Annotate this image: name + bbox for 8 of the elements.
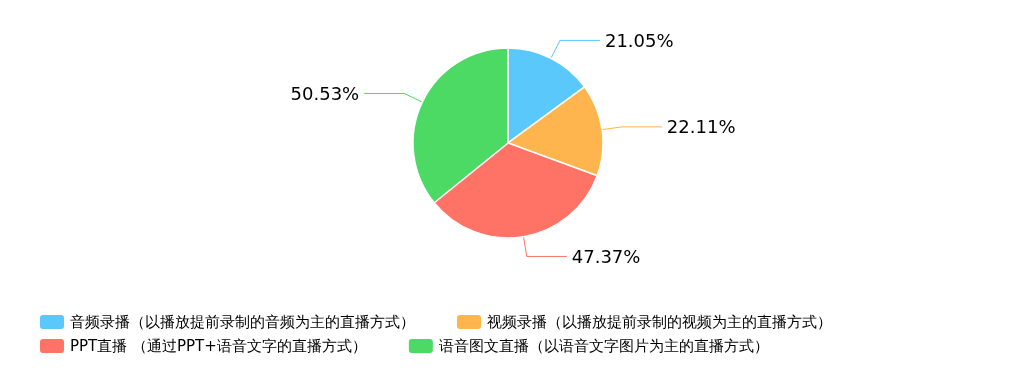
legend-label: 音频录播（以播放提前录制的音频为主的直播方式） <box>70 313 415 331</box>
data-label: 22.11% <box>666 116 736 138</box>
legend-label: 视频录播（以播放提前录制的视频为主的直播方式） <box>487 313 832 331</box>
legend-label: PPT直播 （通过PPT+语音文字的直播方式） <box>70 337 367 355</box>
data-label: 21.05% <box>604 29 674 51</box>
data-label: 47.37% <box>571 245 641 267</box>
legend-label: 语音图文直播（以语音文字图片为主的直播方式） <box>438 337 769 355</box>
data-label: 50.53% <box>290 82 360 104</box>
